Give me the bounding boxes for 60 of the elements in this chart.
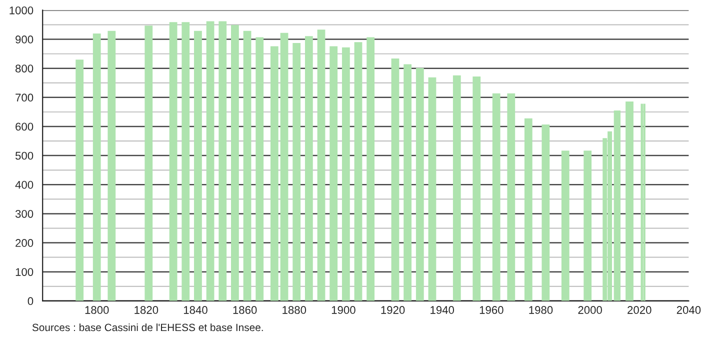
- x-tick-label: 1840: [184, 306, 208, 314]
- bar: [304, 36, 313, 301]
- bar: [256, 37, 264, 301]
- bar: [626, 101, 634, 301]
- bar: [76, 60, 84, 301]
- bar: [92, 33, 101, 301]
- x-tick-label: 2040: [676, 306, 701, 314]
- bar: [317, 30, 326, 301]
- bar: [330, 46, 338, 301]
- y-tick-label: 500: [15, 152, 34, 160]
- bar: [270, 46, 278, 301]
- bar: [206, 21, 214, 301]
- y-tick-label: 200: [16, 239, 34, 247]
- y-tick-label: 800: [16, 64, 34, 72]
- bar: [280, 32, 288, 301]
- x-tick-label: 1880: [282, 306, 306, 314]
- y-tick-label: 0: [28, 297, 34, 306]
- bar: [472, 76, 481, 301]
- bar: [561, 150, 570, 301]
- bar: [492, 93, 500, 301]
- bar: [391, 58, 400, 301]
- x-tick-label: 1800: [85, 306, 109, 314]
- x-tick-label: 1940: [430, 306, 454, 314]
- bar: [584, 150, 592, 301]
- bar: [194, 30, 202, 301]
- x-tick-label: 2000: [578, 306, 602, 314]
- bar: [507, 93, 516, 301]
- y-tick-label: 100: [16, 268, 34, 276]
- x-tick-label: 1820: [134, 306, 158, 314]
- bar: [428, 77, 436, 301]
- bar: [416, 68, 424, 301]
- x-tick-label: 1900: [332, 306, 356, 314]
- source-note: Sources : base Cassini de l'EHESS et base Insee.: [32, 323, 263, 332]
- y-tick-label: 400: [15, 180, 34, 189]
- bar: [231, 25, 239, 301]
- x-tick-label: 1860: [233, 306, 257, 314]
- bar: [243, 30, 252, 301]
- y-tick-label: 300: [15, 210, 34, 218]
- bar: [452, 75, 461, 301]
- bar: [169, 22, 178, 301]
- bar: [108, 30, 116, 301]
- y-tick-label: 700: [16, 94, 34, 102]
- bar: [218, 21, 227, 301]
- y-tick-label: 900: [16, 36, 34, 44]
- bar: [144, 26, 153, 301]
- bar: [614, 110, 621, 301]
- x-tick-label: 2020: [628, 306, 652, 314]
- bar: [366, 37, 375, 301]
- bar: [292, 43, 301, 301]
- bar: [342, 47, 350, 301]
- x-tick-label: 1920: [381, 306, 405, 314]
- x-tick-label: 1960: [480, 306, 504, 314]
- bar: [354, 42, 362, 301]
- y-tick-label: 600: [16, 122, 34, 131]
- bar: [542, 124, 550, 301]
- bar: [404, 64, 412, 301]
- bar: [524, 118, 532, 301]
- y-tick-label: 1000: [10, 6, 34, 14]
- bar: [182, 22, 190, 301]
- x-tick-label: 1980: [529, 306, 553, 314]
